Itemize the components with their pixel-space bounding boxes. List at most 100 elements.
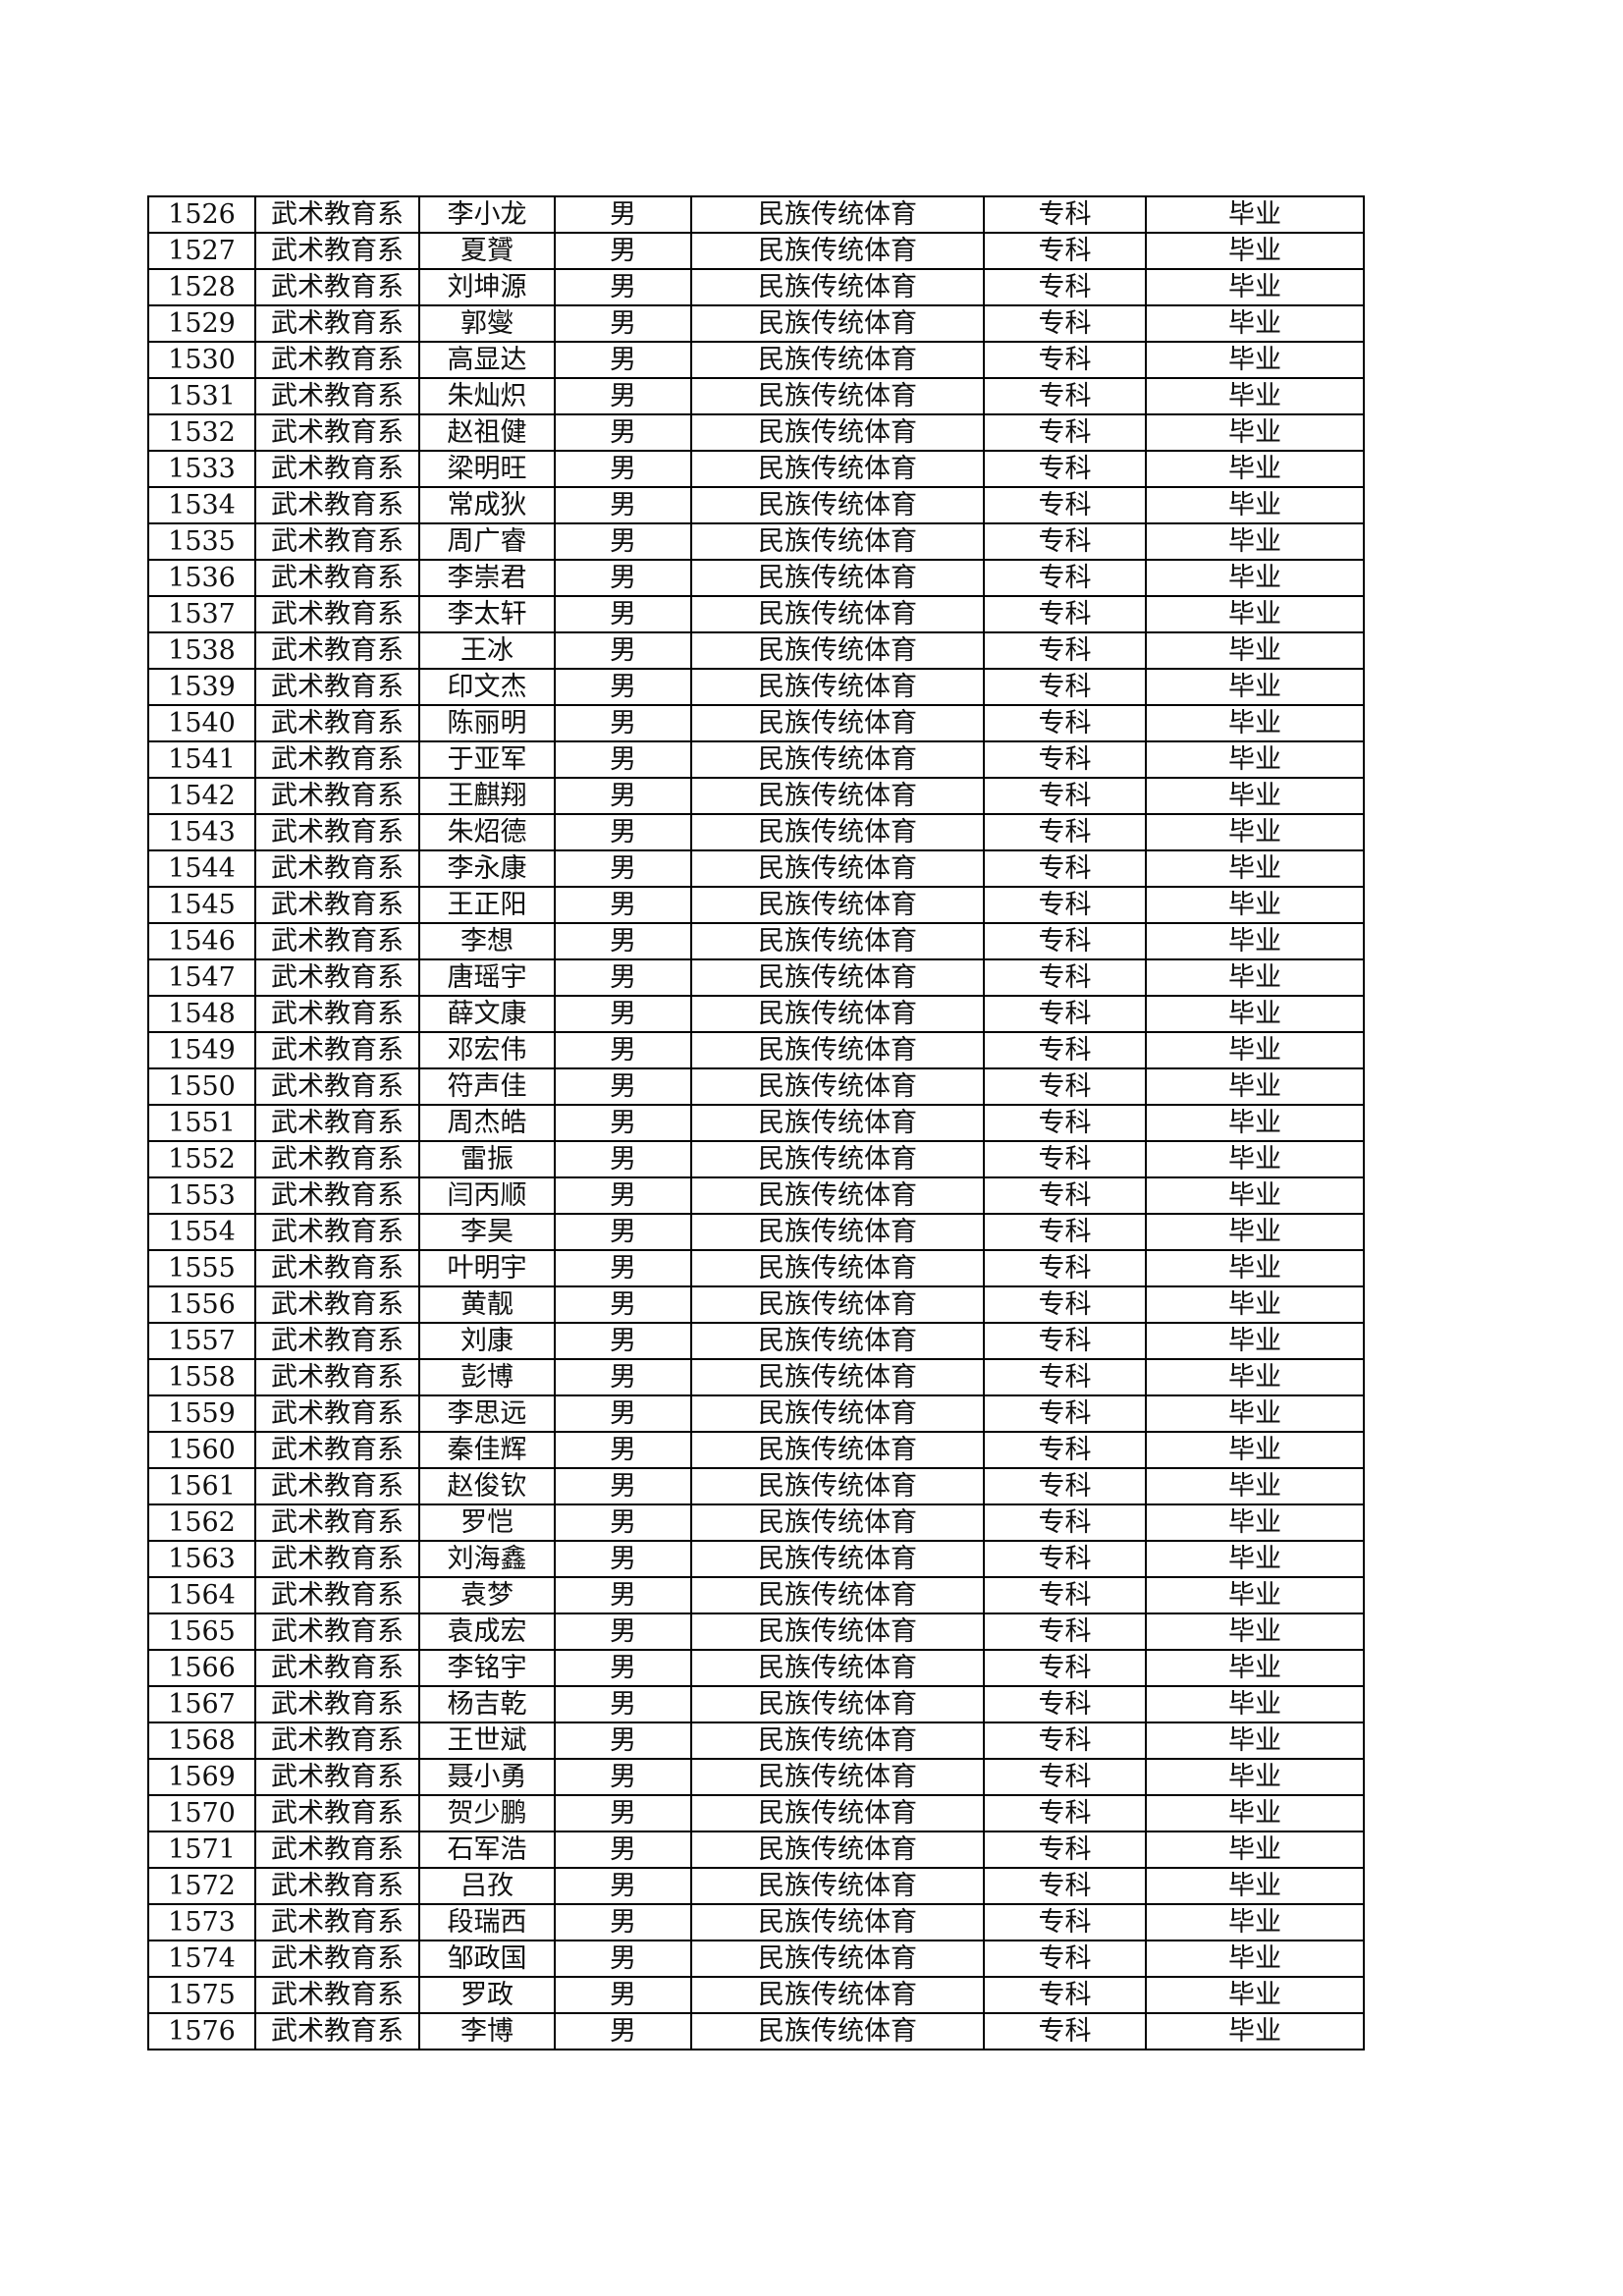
gender-cell: 男 xyxy=(554,958,692,997)
row-number-cell: 1537 xyxy=(147,595,256,633)
graduation-status-cell: 毕业 xyxy=(1145,1649,1365,1687)
gender-cell: 男 xyxy=(554,1613,692,1651)
department-cell: 武术教育系 xyxy=(254,1976,420,2014)
table-row: 1554 武术教育系 李昊男民族传统体育 专科 毕业 xyxy=(147,1213,1365,1251)
row-number-cell: 1531 xyxy=(147,377,256,415)
row-number-cell: 1560 xyxy=(147,1431,256,1469)
major-cell: 民族传统体育 xyxy=(690,195,985,234)
major-cell: 民族传统体育 xyxy=(690,1358,985,1396)
table-row: 1569 武术教育系 聂小勇男民族传统体育 专科 毕业 xyxy=(147,1758,1365,1796)
graduation-status-cell: 毕业 xyxy=(1145,668,1365,706)
major-cell: 民族传统体育 xyxy=(690,1903,985,1941)
department-cell: 武术教育系 xyxy=(254,268,420,306)
graduation-status-cell: 毕业 xyxy=(1145,268,1365,306)
education-level-cell: 专科 xyxy=(983,1576,1147,1614)
department-cell: 武术教育系 xyxy=(254,1176,420,1215)
gender-cell: 男 xyxy=(554,849,692,888)
education-level-cell: 专科 xyxy=(983,1285,1147,1324)
graduation-status-cell: 毕业 xyxy=(1145,595,1365,633)
education-level-cell: 专科 xyxy=(983,268,1147,306)
education-level-cell: 专科 xyxy=(983,1104,1147,1142)
row-number-cell: 1540 xyxy=(147,704,256,742)
education-level-cell: 专科 xyxy=(983,377,1147,415)
table-row: 1542 武术教育系 王麒翔男民族传统体育 专科 毕业 xyxy=(147,777,1365,815)
student-name-cell: 陈丽明 xyxy=(418,704,556,742)
education-level-cell: 专科 xyxy=(983,1031,1147,1069)
major-cell: 民族传统体育 xyxy=(690,1431,985,1469)
education-level-cell: 专科 xyxy=(983,1940,1147,1978)
table-row: 1540 武术教育系 陈丽明男民族传统体育 专科 毕业 xyxy=(147,704,1365,742)
table-row: 1551 武术教育系 周杰皓男民族传统体育 专科 毕业 xyxy=(147,1104,1365,1142)
major-cell: 民族传统体育 xyxy=(690,1322,985,1360)
gender-cell: 男 xyxy=(554,740,692,779)
table-row: 1559 武术教育系 李思远男民族传统体育 专科 毕业 xyxy=(147,1394,1365,1433)
row-number-cell: 1564 xyxy=(147,1576,256,1614)
gender-cell: 男 xyxy=(554,1903,692,1941)
row-number-cell: 1555 xyxy=(147,1249,256,1287)
table-row: 1574 武术教育系 邹政国男民族传统体育 专科 毕业 xyxy=(147,1940,1365,1978)
gender-cell: 男 xyxy=(554,1249,692,1287)
table-row: 1534 武术教育系 常成狄男民族传统体育 专科 毕业 xyxy=(147,486,1365,524)
major-cell: 民族传统体育 xyxy=(690,1940,985,1978)
department-cell: 武术教育系 xyxy=(254,1503,420,1542)
major-cell: 民族传统体育 xyxy=(690,668,985,706)
row-number-cell: 1569 xyxy=(147,1758,256,1796)
education-level-cell: 专科 xyxy=(983,886,1147,924)
graduation-status-cell: 毕业 xyxy=(1145,740,1365,779)
major-cell: 民族传统体育 xyxy=(690,1649,985,1687)
student-name-cell: 夏贇 xyxy=(418,232,556,270)
department-cell: 武术教育系 xyxy=(254,1104,420,1142)
gender-cell: 男 xyxy=(554,1322,692,1360)
education-level-cell: 专科 xyxy=(983,522,1147,561)
gender-cell: 男 xyxy=(554,1831,692,1869)
table-row: 1526 武术教育系 李小龙男民族传统体育 专科 毕业 xyxy=(147,195,1365,234)
gender-cell: 男 xyxy=(554,1358,692,1396)
row-number-cell: 1553 xyxy=(147,1176,256,1215)
graduation-status-cell: 毕业 xyxy=(1145,1285,1365,1324)
department-cell: 武术教育系 xyxy=(254,849,420,888)
table-row: 1541 武术教育系 于亚军男民族传统体育 专科 毕业 xyxy=(147,740,1365,779)
major-cell: 民族传统体育 xyxy=(690,958,985,997)
department-cell: 武术教育系 xyxy=(254,1758,420,1796)
student-name-cell: 袁梦 xyxy=(418,1576,556,1614)
department-cell: 武术教育系 xyxy=(254,413,420,452)
table-row: 1553 武术教育系 闫丙顺男民族传统体育 专科 毕业 xyxy=(147,1176,1365,1215)
student-name-cell: 叶明宇 xyxy=(418,1249,556,1287)
student-name-cell: 闫丙顺 xyxy=(418,1176,556,1215)
major-cell: 民族传统体育 xyxy=(690,1794,985,1832)
major-cell: 民族传统体育 xyxy=(690,1576,985,1614)
student-name-cell: 杨吉乾 xyxy=(418,1685,556,1723)
row-number-cell: 1572 xyxy=(147,1867,256,1905)
gender-cell: 男 xyxy=(554,195,692,234)
education-level-cell: 专科 xyxy=(983,486,1147,524)
row-number-cell: 1544 xyxy=(147,849,256,888)
student-name-cell: 黄靓 xyxy=(418,1285,556,1324)
department-cell: 武术教育系 xyxy=(254,777,420,815)
gender-cell: 男 xyxy=(554,1213,692,1251)
major-cell: 民族传统体育 xyxy=(690,1031,985,1069)
row-number-cell: 1559 xyxy=(147,1394,256,1433)
graduation-status-cell: 毕业 xyxy=(1145,1940,1365,1978)
table-row: 1563 武术教育系 刘海鑫男民族传统体育 专科 毕业 xyxy=(147,1540,1365,1578)
department-cell: 武术教育系 xyxy=(254,522,420,561)
student-name-cell: 李崇君 xyxy=(418,559,556,597)
table-row: 1548 武术教育系 薛文康男民族传统体育 专科 毕业 xyxy=(147,995,1365,1033)
table-row: 1557 武术教育系 刘康男民族传统体育 专科 毕业 xyxy=(147,1322,1365,1360)
department-cell: 武术教育系 xyxy=(254,1467,420,1505)
department-cell: 武术教育系 xyxy=(254,1613,420,1651)
row-number-cell: 1549 xyxy=(147,1031,256,1069)
table-row: 1530 武术教育系 高显达男民族传统体育 专科 毕业 xyxy=(147,341,1365,379)
gender-cell: 男 xyxy=(554,1940,692,1978)
major-cell: 民族传统体育 xyxy=(690,1831,985,1869)
education-level-cell: 专科 xyxy=(983,1322,1147,1360)
row-number-cell: 1573 xyxy=(147,1903,256,1941)
gender-cell: 男 xyxy=(554,1067,692,1106)
graduation-status-cell: 毕业 xyxy=(1145,1831,1365,1869)
graduation-status-cell: 毕业 xyxy=(1145,559,1365,597)
department-cell: 武术教育系 xyxy=(254,958,420,997)
major-cell: 民族传统体育 xyxy=(690,1104,985,1142)
row-number-cell: 1570 xyxy=(147,1794,256,1832)
table-row: 1558 武术教育系 彭博男民族传统体育 专科 毕业 xyxy=(147,1358,1365,1396)
education-level-cell: 专科 xyxy=(983,1831,1147,1869)
graduation-status-cell: 毕业 xyxy=(1145,1104,1365,1142)
